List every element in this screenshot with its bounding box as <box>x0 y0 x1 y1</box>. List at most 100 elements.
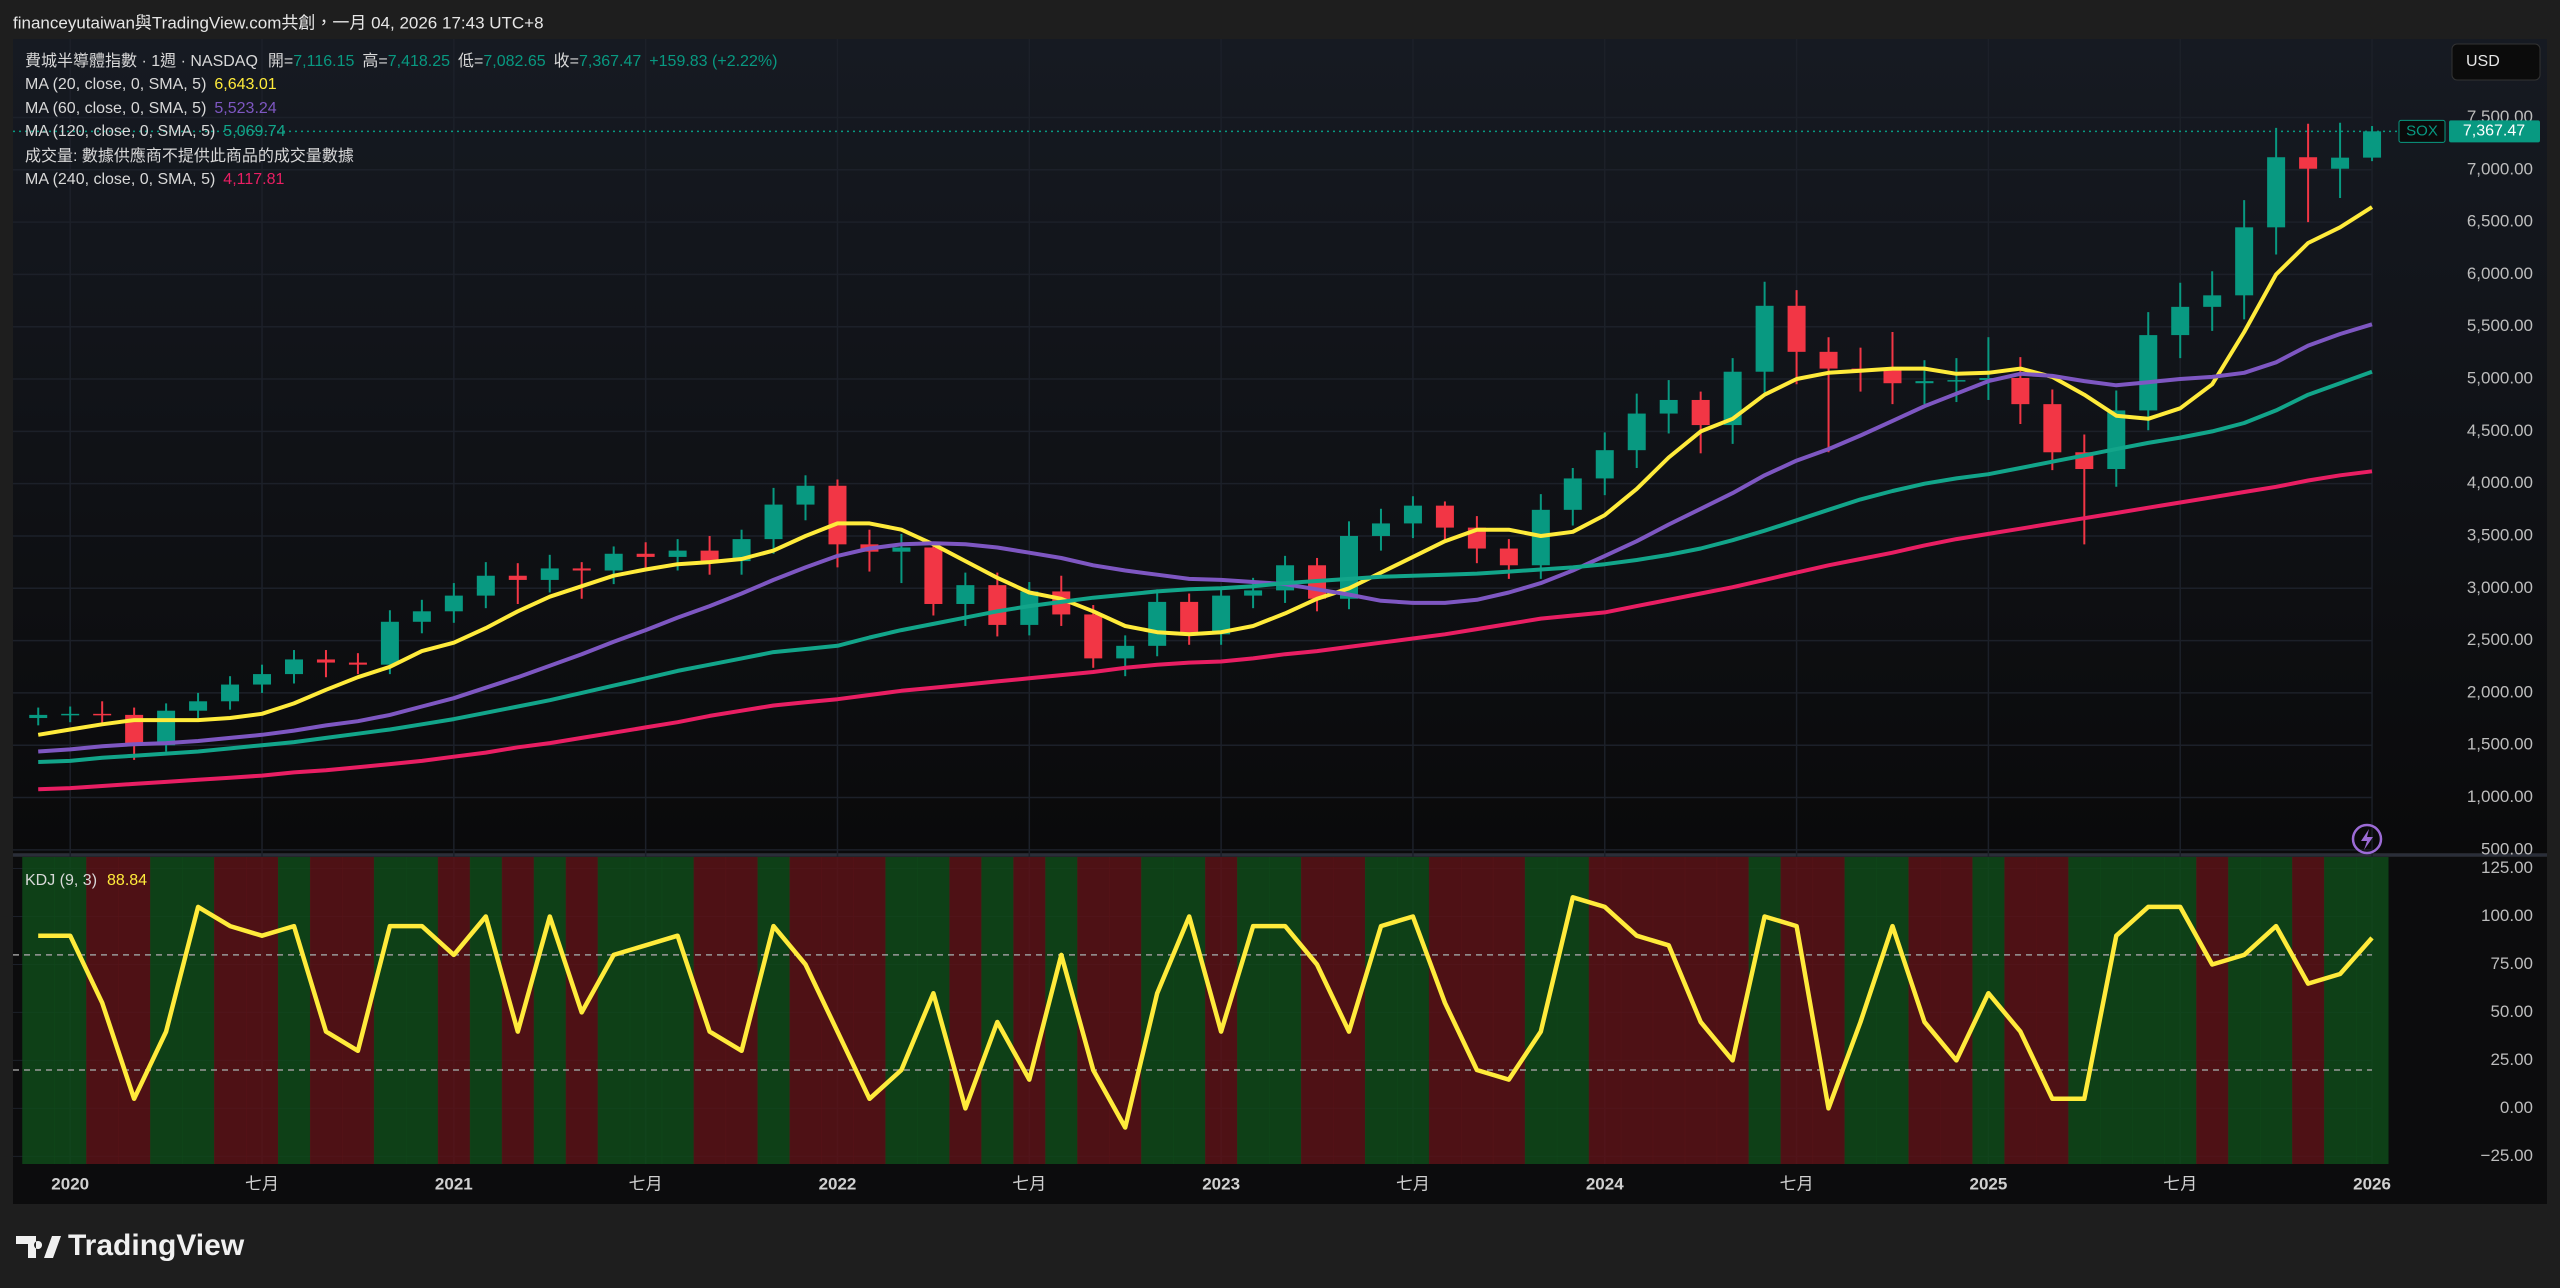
trend-band <box>629 857 663 1164</box>
indicator-line <box>38 895 2374 1130</box>
legend-entry: MA (120, close, 0, SMA, 5) 5,069.74 <box>25 123 286 140</box>
candle-body <box>1212 595 1231 635</box>
trend-band <box>1301 857 1334 1164</box>
candle-body <box>2171 306 2190 336</box>
candle-body <box>1116 645 1135 659</box>
ohlc-value: 7,418.25 <box>388 53 450 70</box>
x-tick-label: 2026 <box>2353 1174 2391 1193</box>
footer-logo[interactable]: TradingView <box>16 1229 245 1262</box>
x-tick-label: 七月 <box>245 1174 279 1193</box>
legend-entry: MA (240, close, 0, SMA, 5) 4,117.81 <box>25 171 284 188</box>
y-tick-label: 500.00 <box>2481 839 2533 858</box>
y-tick-label: 6,000.00 <box>2467 264 2533 283</box>
candle-body <box>1915 381 1934 384</box>
moving-average-line <box>38 322 2373 754</box>
candle-body <box>1499 548 1518 566</box>
candle-body <box>316 659 335 663</box>
x-tick-label: 七月 <box>1012 1174 1046 1193</box>
trend-band <box>949 857 982 1164</box>
candle-body <box>61 713 80 716</box>
legend-name: MA (20, close, 0, SMA, 5) <box>25 76 206 93</box>
trend-band <box>1908 857 1941 1164</box>
trend-band <box>278 857 311 1164</box>
volume-note: 成交量: 數據供應商不提供此商品的成交量數據 <box>25 146 354 165</box>
candle-body <box>1084 614 1103 659</box>
ohlc-value: 7,082.65 <box>483 53 545 70</box>
y-tick-label: 5,000.00 <box>2467 369 2533 388</box>
trend-band <box>246 857 279 1164</box>
candle-body <box>540 568 559 580</box>
mark-layer <box>13 122 2398 1130</box>
candle-body <box>2363 131 2382 158</box>
trend-band <box>1844 857 1878 1164</box>
trend-band <box>22 857 55 1164</box>
alert-icon[interactable] <box>2351 823 2383 855</box>
trend-band <box>1173 857 1206 1164</box>
candle-body <box>2139 335 2158 411</box>
legend-name: MA (60, close, 0, SMA, 5) <box>25 100 206 117</box>
moving-average-line <box>38 369 2373 764</box>
candle-body <box>2235 227 2254 296</box>
candle-body <box>1659 399 1678 414</box>
candle-body <box>1691 399 1710 426</box>
candle-body <box>1755 305 1774 372</box>
trend-band <box>1780 857 1814 1164</box>
currency[interactable]: USD <box>2466 53 2500 70</box>
trend-band <box>1492 857 1526 1164</box>
candle-body <box>1979 377 1998 381</box>
trend-band <box>853 857 886 1164</box>
header-title: financeyutaiwan與TradingView.com共創，一月 04,… <box>13 13 544 32</box>
x-tick-label: 七月 <box>2163 1174 2197 1193</box>
y-tick-label: 50.00 <box>2490 1002 2533 1021</box>
trend-band <box>2228 857 2261 1164</box>
candle-body <box>2267 157 2286 228</box>
text-layer: 費城半導體指數 · 1週 · NASDAQ 開=7,116.15 高=7,418.2… <box>16 43 2541 1262</box>
candle-body <box>668 550 687 557</box>
currency-box[interactable] <box>2451 43 2541 81</box>
trend-band <box>182 857 215 1164</box>
symbol-tag-text: SOX <box>2406 122 2438 139</box>
candle-body <box>764 504 783 540</box>
candle-body <box>508 575 527 580</box>
trend-band <box>1684 857 1718 1164</box>
candle-body <box>348 662 367 665</box>
y-tick-label: 4,000.00 <box>2467 473 2533 492</box>
candle-body <box>572 568 591 571</box>
y-tick-label: 2,000.00 <box>2467 682 2533 701</box>
candle-body <box>1883 369 1902 384</box>
trend-band <box>789 857 822 1164</box>
candle-body <box>796 485 815 505</box>
trend-band <box>437 857 471 1164</box>
trend-band <box>1940 857 1973 1164</box>
candle-body <box>956 585 975 604</box>
y-tick-label: 6,500.00 <box>2467 212 2533 231</box>
y-tick-label: 125.00 <box>2481 858 2533 877</box>
trend-band <box>1620 857 1654 1164</box>
candle-body <box>732 539 751 562</box>
trend-band <box>1876 857 1909 1164</box>
trend-band <box>533 857 567 1164</box>
x-tick-label: 2024 <box>1586 1174 1624 1193</box>
trend-band <box>2164 857 2197 1164</box>
trend-band <box>150 857 183 1164</box>
candle-body <box>253 674 272 685</box>
y-tick-label: 3,500.00 <box>2467 525 2533 544</box>
legend-value: 5,523.24 <box>214 100 276 117</box>
ohlc-label: 低= <box>458 52 483 70</box>
trend-band <box>1013 857 1046 1164</box>
candle-body <box>2331 157 2350 169</box>
candle-body <box>412 611 431 622</box>
trend-band <box>2324 857 2357 1164</box>
price-tag <box>2449 120 2540 143</box>
y-tick-label: 100.00 <box>2481 906 2533 925</box>
trend-band <box>2196 857 2229 1164</box>
band-layer <box>22 857 2389 1164</box>
trend-band <box>1269 857 1302 1164</box>
trend-band <box>1652 857 1686 1164</box>
candle-body <box>2011 377 2030 405</box>
trend-band <box>693 857 727 1164</box>
candle-body <box>2043 404 2062 453</box>
candle-body <box>1627 413 1646 451</box>
candle-body <box>1435 505 1454 528</box>
candle-body <box>380 621 399 665</box>
